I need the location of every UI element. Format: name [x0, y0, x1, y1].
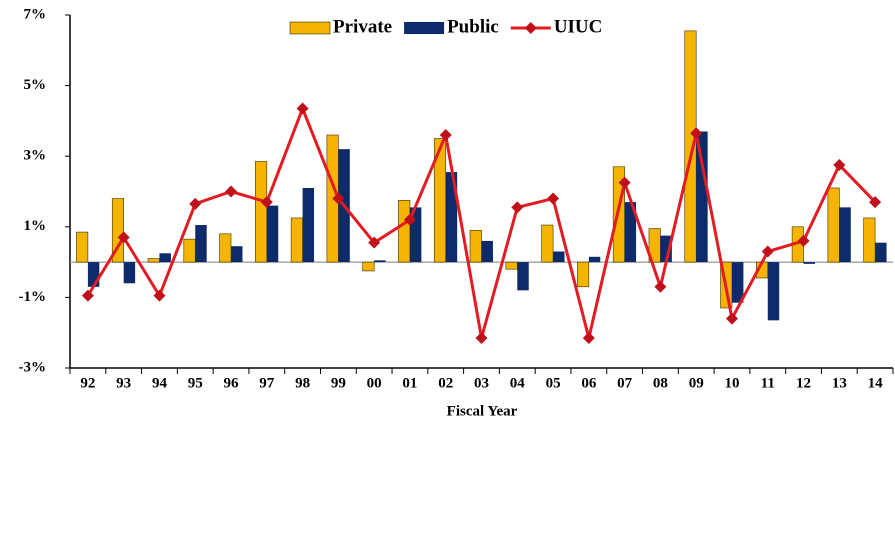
bar — [290, 217, 303, 263]
marker — [690, 127, 703, 140]
x-axis-title: Fiscal Year — [447, 403, 518, 419]
bar — [827, 187, 840, 263]
marker — [189, 197, 202, 210]
marker — [81, 289, 94, 302]
marker — [869, 196, 882, 209]
marker — [618, 176, 631, 189]
marker — [654, 280, 667, 293]
marker — [225, 185, 238, 198]
y-tick-label: 7% — [24, 6, 47, 22]
marker — [475, 331, 488, 344]
bar — [183, 238, 196, 263]
x-tick-label: 02 — [438, 375, 453, 391]
marker — [296, 102, 309, 115]
bar — [409, 207, 422, 263]
bar — [87, 262, 100, 287]
bar — [553, 251, 565, 263]
bar — [147, 258, 160, 263]
bar — [219, 233, 232, 263]
bar — [517, 262, 529, 291]
bar — [481, 240, 493, 263]
marker — [117, 231, 130, 244]
x-tick-label: 08 — [653, 375, 668, 391]
bar — [76, 231, 89, 263]
bar — [195, 225, 207, 263]
bar — [731, 262, 744, 303]
y-tick-label: -3% — [19, 359, 47, 375]
marker — [547, 192, 560, 205]
bar — [767, 262, 780, 321]
marker — [725, 312, 738, 325]
bar — [839, 207, 851, 263]
x-tick-label: 93 — [116, 375, 131, 391]
legend-label: UIUC — [554, 16, 603, 37]
bar — [255, 161, 268, 263]
x-tick-label: 00 — [367, 375, 382, 391]
bar — [469, 230, 482, 263]
x-tick-label: 09 — [689, 375, 704, 391]
x-tick-label: 03 — [474, 375, 489, 391]
bar — [588, 256, 601, 263]
x-tick-label: 92 — [80, 375, 95, 391]
bar — [696, 131, 708, 263]
legend-swatch — [404, 22, 445, 34]
x-tick-label: 95 — [188, 375, 203, 391]
x-tick-label: 11 — [761, 375, 775, 391]
marker — [582, 331, 595, 344]
marker — [260, 196, 273, 209]
legend-label: Private — [333, 16, 392, 37]
x-tick-label: 13 — [832, 375, 847, 391]
x-tick-label: 14 — [868, 375, 884, 391]
x-tick-label: 12 — [796, 375, 811, 391]
bar — [541, 224, 554, 263]
bar — [123, 262, 136, 284]
marker — [439, 129, 452, 142]
bar — [231, 246, 243, 263]
legend-swatch — [289, 21, 331, 35]
bar — [660, 235, 672, 263]
x-tick-label: 06 — [581, 375, 597, 391]
x-tick-label: 10 — [724, 375, 739, 391]
y-tick-label: 1% — [24, 218, 47, 234]
marker — [511, 201, 524, 214]
marker — [403, 213, 416, 226]
marker — [761, 245, 774, 258]
bar — [505, 261, 518, 270]
bar — [875, 242, 887, 263]
marker — [368, 236, 381, 249]
y-tick-label: 5% — [24, 77, 47, 93]
y-tick-label: 3% — [24, 148, 47, 164]
marker — [797, 234, 810, 247]
bar — [362, 261, 375, 272]
x-tick-label: 99 — [331, 375, 346, 391]
x-tick-label: 07 — [617, 375, 633, 391]
bar — [111, 198, 124, 263]
line — [86, 104, 877, 339]
legend-swatch — [524, 22, 537, 34]
bar — [803, 262, 815, 264]
x-tick-label: 97 — [259, 375, 275, 391]
marker — [833, 159, 846, 172]
x-tick-label: 94 — [152, 375, 168, 391]
bar — [374, 260, 386, 263]
bar — [445, 172, 458, 263]
bar — [624, 202, 637, 263]
bar — [266, 205, 279, 263]
x-tick-label: 98 — [295, 375, 310, 391]
x-tick-label: 05 — [546, 375, 561, 391]
y-tick-label: -1% — [19, 289, 47, 305]
x-tick-label: 04 — [510, 375, 526, 391]
bar — [159, 253, 171, 263]
marker — [332, 192, 345, 205]
x-tick-label: 01 — [402, 375, 417, 391]
legend-label: Public — [447, 16, 499, 37]
marker — [153, 289, 166, 302]
bar — [577, 261, 590, 288]
bar — [302, 187, 315, 263]
x-tick-label: 96 — [224, 375, 240, 391]
bar — [398, 200, 411, 263]
bar — [863, 217, 876, 263]
